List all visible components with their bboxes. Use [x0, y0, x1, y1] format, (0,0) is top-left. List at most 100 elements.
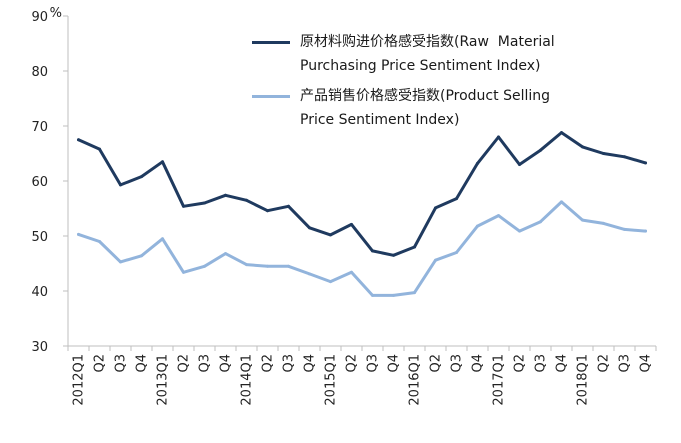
- series-0-point: [161, 160, 164, 164]
- y-tick-label: 60: [31, 175, 48, 190]
- series-1-point: [581, 218, 584, 222]
- chart-ticks-layer: 30 40 50 60 70 80 90 % 2012Q1 Q2 Q3 Q4 2013Q1 Q2 Q3 Q4 2…: [31, 6, 653, 406]
- series-1-point: [560, 200, 563, 204]
- legend-item-product-selling: 产品销售价格感受指数(Product Selling Price Sentime…: [252, 84, 672, 132]
- series-1-point: [77, 232, 80, 236]
- series-1-point: [518, 229, 521, 233]
- series-1-point: [182, 270, 185, 274]
- series-1-point: [161, 237, 164, 241]
- series-0-point: [644, 161, 647, 165]
- y-tick-label: 70: [31, 120, 48, 135]
- x-tick-label: 2016Q1: [408, 354, 423, 406]
- x-tick-label: Q4: [555, 354, 570, 373]
- series-1-point: [287, 264, 290, 268]
- series-0-point: [539, 148, 542, 152]
- series-0-point: [434, 206, 437, 210]
- x-tick-label: Q3: [198, 354, 213, 373]
- series-0-point: [98, 147, 101, 151]
- y-tick-label: 50: [31, 230, 48, 245]
- x-tick-label: Q2: [429, 354, 444, 373]
- series-1-point: [392, 293, 395, 297]
- x-tick-label: Q3: [534, 354, 549, 373]
- x-tick-label: Q4: [387, 354, 402, 373]
- chart-axes: [63, 15, 657, 351]
- series-0-point: [392, 253, 395, 257]
- series-0-point: [581, 145, 584, 149]
- series-1-point: [329, 280, 332, 284]
- series-1-point: [413, 291, 416, 295]
- series-1-point: [308, 272, 311, 276]
- series-0-point: [77, 138, 80, 142]
- y-tick-label: 40: [31, 285, 48, 300]
- x-tick-label: Q2: [345, 354, 360, 373]
- x-tick-label: Q4: [639, 354, 654, 373]
- series-0-point: [371, 249, 374, 253]
- series-1-point: [350, 270, 353, 274]
- y-unit-label: %: [50, 6, 62, 21]
- series-0-point: [224, 193, 227, 197]
- legend-swatch-product-selling: [252, 95, 290, 98]
- series-1-point: [224, 252, 227, 256]
- legend-item-raw-material: 原材料购进价格感受指数(Raw Material Purchasing Pric…: [252, 30, 672, 78]
- x-tick-label: Q3: [282, 354, 297, 373]
- series-1-point: [476, 224, 479, 228]
- x-tick-label: 2018Q1: [576, 354, 591, 406]
- x-tick-label: Q3: [618, 354, 633, 373]
- series-0-point: [560, 131, 563, 135]
- series-line-1: [77, 200, 647, 297]
- series-0-point: [329, 233, 332, 237]
- series-1-point: [245, 263, 248, 267]
- series-0-point: [287, 204, 290, 208]
- series-line-0: [77, 131, 647, 257]
- x-tick-label: Q2: [177, 354, 192, 373]
- series-0-point: [497, 135, 500, 139]
- series-1-point: [434, 258, 437, 262]
- x-tick-label: Q3: [366, 354, 381, 373]
- series-0-point: [203, 201, 206, 205]
- x-tick-label: 2015Q1: [324, 354, 339, 406]
- series-1-point: [644, 229, 647, 233]
- y-tick-label: 30: [31, 340, 48, 355]
- series-0-point: [266, 209, 269, 213]
- series-0-point: [413, 245, 416, 249]
- series-0-point: [518, 163, 521, 166]
- series-0-point: [350, 222, 353, 226]
- x-tick-label: Q4: [219, 354, 234, 373]
- series-0-point: [623, 155, 626, 159]
- series-0-point: [119, 183, 122, 187]
- series-0-point: [476, 161, 479, 165]
- x-tick-label: Q4: [303, 354, 318, 373]
- series-1-point: [119, 260, 122, 264]
- legend-label-product-selling: 产品销售价格感受指数(Product Selling Price Sentime…: [300, 88, 550, 128]
- legend-label-raw-material: 原材料购进价格感受指数(Raw Material Purchasing Pric…: [300, 34, 555, 74]
- x-tick-label: 2017Q1: [492, 354, 507, 406]
- legend-swatch-raw-material: [252, 41, 290, 44]
- series-0-point: [308, 226, 311, 230]
- x-tick-label: Q3: [450, 354, 465, 373]
- series-1-point: [602, 221, 605, 225]
- series-0-point: [140, 175, 143, 179]
- series-1-point: [371, 293, 374, 297]
- x-tick-label: Q2: [93, 354, 108, 373]
- x-tick-label: Q2: [261, 354, 276, 373]
- x-tick-label: Q3: [114, 354, 129, 373]
- series-1-point: [140, 254, 143, 258]
- y-tick-label: 90: [31, 10, 48, 25]
- chart-series-layer: [77, 131, 647, 297]
- x-tick-label: Q2: [513, 354, 528, 373]
- series-1-point: [266, 264, 269, 268]
- series-0-point: [602, 152, 605, 155]
- series-1-point: [455, 251, 458, 254]
- x-tick-label: Q4: [471, 354, 486, 373]
- x-tick-label: Q2: [597, 354, 612, 373]
- series-0-point: [455, 197, 458, 201]
- series-1-point: [98, 240, 101, 243]
- series-1-point: [539, 220, 542, 224]
- series-0-point: [182, 204, 185, 208]
- series-1-point: [623, 227, 626, 231]
- x-tick-label: 2014Q1: [240, 354, 255, 406]
- series-0-point: [245, 198, 248, 202]
- x-tick-label: 2012Q1: [72, 354, 87, 406]
- series-1-point: [203, 264, 206, 268]
- x-tick-label: Q4: [135, 354, 150, 373]
